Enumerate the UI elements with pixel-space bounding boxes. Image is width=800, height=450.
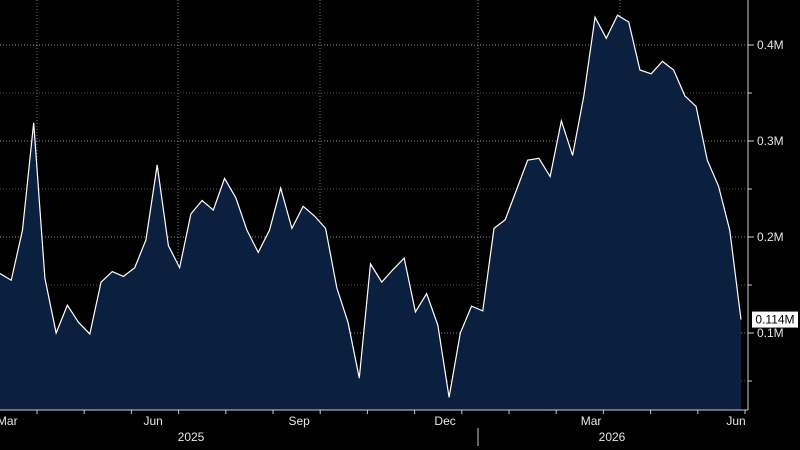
x-tick-label: Sep bbox=[288, 414, 310, 428]
y-tick-label: 0.1M bbox=[757, 326, 784, 340]
area-line bbox=[0, 14, 742, 398]
y-tick-label: 0.2M bbox=[757, 230, 784, 244]
x-tick-label: Jun bbox=[726, 414, 745, 428]
last-value-label: 0.114M bbox=[755, 313, 794, 327]
x-tick-label: Mar bbox=[0, 414, 18, 428]
y-tick-label: 0.3M bbox=[757, 134, 784, 148]
x-tick-label: Mar bbox=[581, 414, 602, 428]
year-label: 2025 bbox=[178, 430, 205, 444]
last-value-box bbox=[752, 311, 798, 328]
x-tick-label: Dec bbox=[434, 414, 455, 428]
area-fill bbox=[0, 15, 741, 411]
x-tick-label: Jun bbox=[144, 414, 163, 428]
y-tick-label: 0.4M bbox=[757, 38, 784, 52]
year-label: 2026 bbox=[599, 430, 626, 444]
